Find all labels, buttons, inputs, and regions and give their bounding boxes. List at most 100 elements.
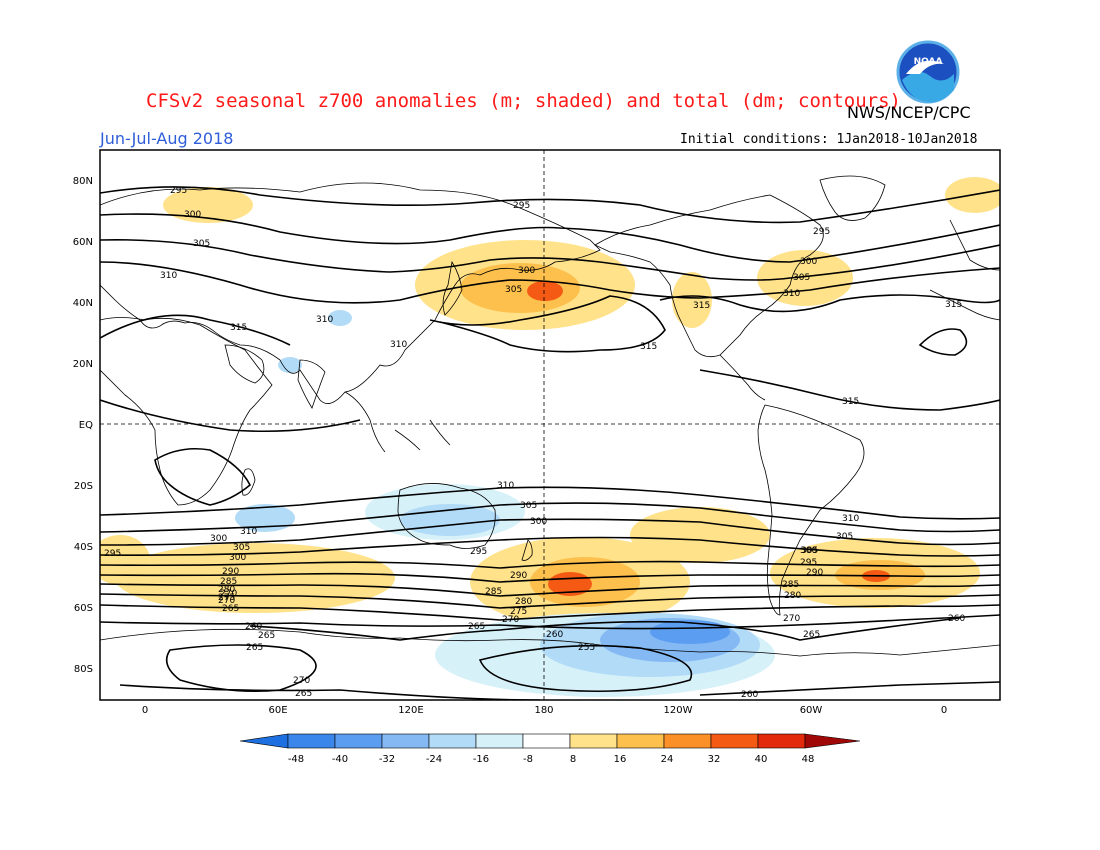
colorbar-segment [710, 733, 759, 749]
contour-label: 260 [245, 622, 262, 632]
lat-label: EQ [79, 420, 93, 431]
contour-label: 265 [246, 643, 263, 653]
colorbar-label: -16 [473, 754, 489, 765]
contour-label: 305 [505, 285, 522, 295]
contour-label: 285 [782, 580, 799, 590]
colorbar-segment [428, 733, 477, 749]
contour-label: 275 [218, 593, 235, 603]
colorbar-segment [616, 733, 665, 749]
contour-label: 265 [295, 689, 312, 699]
colorbar-label: -48 [288, 754, 304, 765]
contour-label: 310 [316, 315, 333, 325]
map-frame [99, 149, 1001, 701]
colorbar-left-arrow [239, 733, 289, 749]
contour-labels-south: 310 305 300 295 290 285 280 275 270 265 … [104, 481, 965, 700]
contour-label: 265 [222, 604, 239, 614]
lat-label: 40N [73, 298, 93, 309]
contour-label: 270 [218, 596, 235, 606]
lat-label: 60S [74, 603, 93, 614]
contour-label: 295 [813, 227, 830, 237]
contour-label: 260 [741, 690, 758, 700]
longitude-labels: 0 60E 120E 180 120W 60W 0 [142, 705, 947, 716]
colorbar-label: -32 [379, 754, 395, 765]
lat-label: 80S [74, 664, 93, 675]
contour-label: 295 [800, 558, 817, 568]
colorbar-segment [475, 733, 524, 749]
contour-label: 285 [485, 587, 502, 597]
contour-label: 265 [468, 622, 485, 632]
colorbar-label: 16 [614, 754, 627, 765]
noaa-logo-icon: NOAA [896, 40, 960, 104]
latitude-labels: 80N 60N 40N 20N EQ 20S 40S 60S 80S [73, 176, 93, 675]
contour-label: 310 [497, 481, 514, 491]
contour-label: 300 [530, 517, 547, 527]
lon-label: 0 [941, 705, 947, 716]
contour-label: 290 [806, 568, 823, 578]
colorbar-label: -40 [332, 754, 348, 765]
contour-label: 300 [210, 534, 227, 544]
lon-label: 120E [398, 705, 423, 716]
contour-label: 305 [193, 239, 210, 249]
contour-label: 300 [800, 546, 817, 556]
contour-label: 300 [184, 210, 201, 220]
contour-label: 310 [783, 289, 800, 299]
contour-label: 305 [836, 532, 853, 542]
colorbar-label: 8 [570, 754, 576, 765]
contours-south [100, 486, 1000, 700]
lon-label: 0 [142, 705, 148, 716]
colorbar-segment [522, 733, 571, 749]
colorbar-right-arrow [804, 733, 861, 749]
colorbar-label: -8 [523, 754, 533, 765]
colorbar-label: 48 [802, 754, 815, 765]
contour-label: 310 [160, 271, 177, 281]
contour-label: 305 [233, 543, 250, 553]
colorbar-segment [757, 733, 806, 749]
contour-label: 305 [793, 273, 810, 283]
contour-label: 300 [518, 266, 535, 276]
colorbar-segment [287, 733, 336, 749]
lat-label: 60N [73, 237, 93, 248]
colorbar-label: 40 [755, 754, 768, 765]
colorbar-segment [663, 733, 712, 749]
contour-label: 305 [801, 546, 818, 556]
contour-label: 315 [230, 323, 247, 333]
contour-label: 295 [104, 549, 121, 559]
contour-label: 255 [578, 643, 595, 653]
contours-north [100, 186, 1000, 506]
lon-label: 60E [268, 705, 287, 716]
contour-label: 280 [784, 591, 801, 601]
contour-label: 260 [546, 630, 563, 640]
contour-label: 315 [842, 397, 859, 407]
lon-label: 60W [800, 705, 823, 716]
colorbar-segment [334, 733, 383, 749]
coastlines [100, 175, 1000, 657]
season-label: Jun-Jul-Aug 2018 [100, 129, 234, 148]
contour-label: 310 [390, 340, 407, 350]
contour-label: 290 [222, 567, 239, 577]
contour-label: 280 [218, 585, 235, 595]
contour-label: 315 [693, 301, 710, 311]
contour-label: 260 [948, 614, 965, 624]
contour-label: 310 [240, 527, 257, 537]
colorbar: -48 -40 -32 -24 -16 -8 8 16 24 32 40 48 [239, 733, 861, 765]
contour-label: 315 [945, 300, 962, 310]
contour-label: 295 [513, 201, 530, 211]
chart-title: CFSv2 seasonal z700 anomalies (m; shaded… [146, 90, 901, 112]
contour-labels-north: 295 300 305 310 315 295 300 305 310 315 … [160, 186, 962, 407]
lon-label: 180 [534, 705, 553, 716]
contour-label: 270 [220, 589, 237, 599]
lat-label: 80N [73, 176, 93, 187]
contour-label: 300 [229, 553, 246, 563]
contour-label: 300 [800, 257, 817, 267]
contour-label: 310 [842, 514, 859, 524]
colorbar-label: 24 [661, 754, 674, 765]
contour-label: 270 [783, 614, 800, 624]
noaa-logo-text: NOAA [914, 57, 943, 67]
contour-label: 315 [640, 342, 657, 352]
colorbar-label: -24 [426, 754, 442, 765]
contour-label: 270 [293, 676, 310, 686]
colorbar-segment [569, 733, 618, 749]
lon-label: 120W [664, 705, 693, 716]
contour-label: 285 [220, 577, 237, 587]
contour-label: 290 [510, 571, 527, 581]
